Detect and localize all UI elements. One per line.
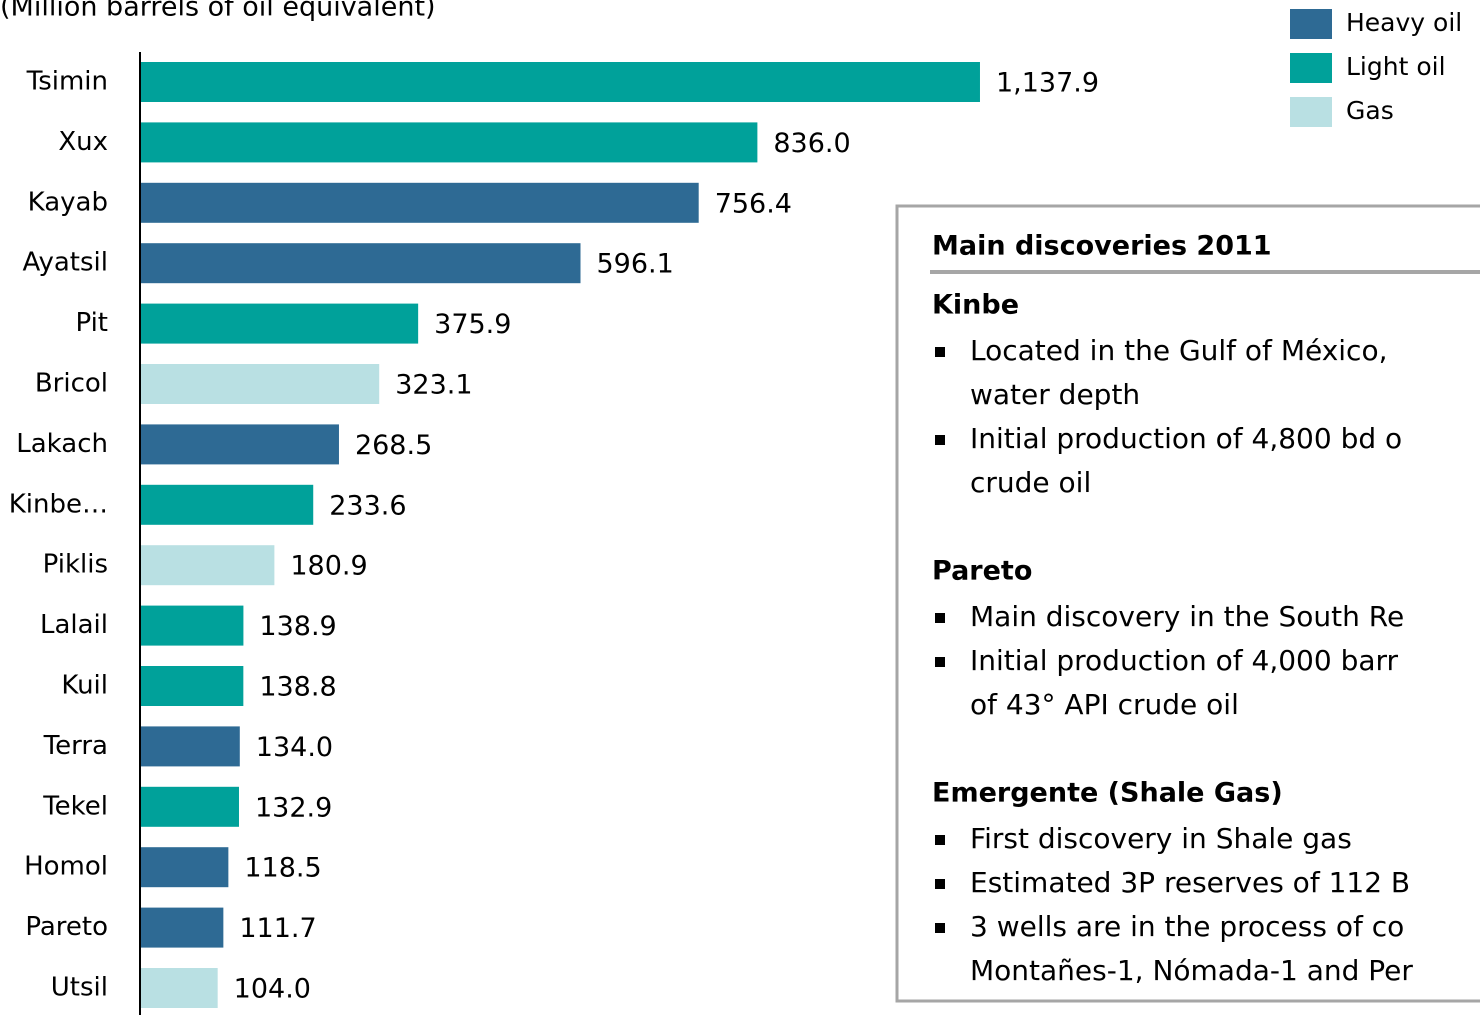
bullet-text: Initial production of 4,800 bd o xyxy=(970,422,1402,455)
y-tick-label: Lakach xyxy=(16,429,108,459)
bullet-text: Located in the Gulf of México, xyxy=(970,334,1387,367)
y-tick-label: Kinbe… xyxy=(9,489,108,519)
bullet-text: Estimated 3P reserves of 112 B xyxy=(970,866,1410,899)
legend-swatch xyxy=(1290,97,1332,127)
section-heading: Kinbe xyxy=(932,290,1019,321)
bullet xyxy=(935,879,945,889)
y-tick-label: Terra xyxy=(43,731,108,761)
legend-label: Gas xyxy=(1346,96,1394,125)
section-heading: Emergente (Shale Gas) xyxy=(932,778,1283,809)
bullet xyxy=(935,347,945,357)
bullet-text: of 43° API crude oil xyxy=(970,688,1239,721)
bullet-text: First discovery in Shale gas xyxy=(970,822,1352,855)
data-label: 756.4 xyxy=(715,188,792,219)
bar xyxy=(141,364,380,404)
data-label: 375.9 xyxy=(434,309,511,340)
data-label: 1,137.9 xyxy=(996,68,1099,99)
legend-swatch xyxy=(1290,53,1332,83)
bar xyxy=(141,666,244,706)
bullet-text: Main discovery in the South Re xyxy=(970,600,1404,633)
bar xyxy=(141,182,699,223)
data-label: 836.0 xyxy=(773,128,850,159)
data-label: 138.9 xyxy=(259,611,336,642)
bar xyxy=(141,968,218,1008)
bar xyxy=(141,907,224,948)
y-tick-label: Kayab xyxy=(28,187,108,217)
bar xyxy=(141,424,339,465)
bar xyxy=(141,122,758,163)
bullet xyxy=(935,657,945,667)
bullet-text: water depth xyxy=(970,378,1140,411)
bar xyxy=(141,605,244,646)
bullet xyxy=(935,435,945,445)
y-tick-label: Piklis xyxy=(43,550,108,580)
y-tick-label: Homol xyxy=(24,852,108,882)
bullet-text: Montañes-1, Nómada-1 and Per xyxy=(970,954,1413,987)
chart-subtitle: (Million barrels of oil equivalent) xyxy=(0,0,436,23)
y-tick-label: Tekel xyxy=(42,791,108,821)
bullet xyxy=(935,835,945,845)
data-label: 118.5 xyxy=(244,853,321,884)
data-label: 268.5 xyxy=(355,430,432,461)
bar xyxy=(141,847,229,888)
bar xyxy=(141,545,275,586)
y-tick-label: Kuil xyxy=(61,671,108,701)
y-tick-label: Pareto xyxy=(25,912,108,942)
legend-label: Heavy oil xyxy=(1346,8,1462,37)
bar xyxy=(141,303,419,344)
y-tick-label: Lalail xyxy=(40,610,108,640)
section-heading: Pareto xyxy=(932,556,1032,587)
panel-title: Main discoveries 2011 xyxy=(932,231,1272,262)
data-label: 233.6 xyxy=(329,490,406,521)
bullet xyxy=(935,923,945,933)
y-tick-label: Ayatsil xyxy=(22,248,108,278)
legend-label: Light oil xyxy=(1346,52,1446,81)
bullet xyxy=(935,613,945,623)
bar xyxy=(141,726,240,767)
data-label: 104.0 xyxy=(234,974,311,1005)
bullet-text: Initial production of 4,000 barr xyxy=(970,644,1399,677)
bullet-text: crude oil xyxy=(970,466,1091,499)
bar xyxy=(141,484,314,525)
y-tick-label: Pit xyxy=(75,308,108,338)
y-tick-label: Xux xyxy=(58,127,108,157)
bullet-text: 3 wells are in the process of co xyxy=(970,910,1404,943)
bar xyxy=(141,62,980,102)
data-label: 132.9 xyxy=(255,792,332,823)
data-label: 138.8 xyxy=(259,672,336,703)
bar xyxy=(141,243,581,284)
y-tick-label: Bricol xyxy=(35,369,108,399)
data-label: 596.1 xyxy=(597,249,674,280)
data-label: 180.9 xyxy=(290,551,367,582)
data-label: 134.0 xyxy=(256,732,333,763)
bar xyxy=(141,786,239,827)
y-tick-label: Utsil xyxy=(51,973,108,1003)
data-label: 323.1 xyxy=(395,370,472,401)
y-tick-label: Tsimin xyxy=(26,67,108,97)
data-label: 111.7 xyxy=(239,913,316,944)
info-panel xyxy=(895,204,1480,1003)
legend-swatch xyxy=(1290,9,1332,39)
